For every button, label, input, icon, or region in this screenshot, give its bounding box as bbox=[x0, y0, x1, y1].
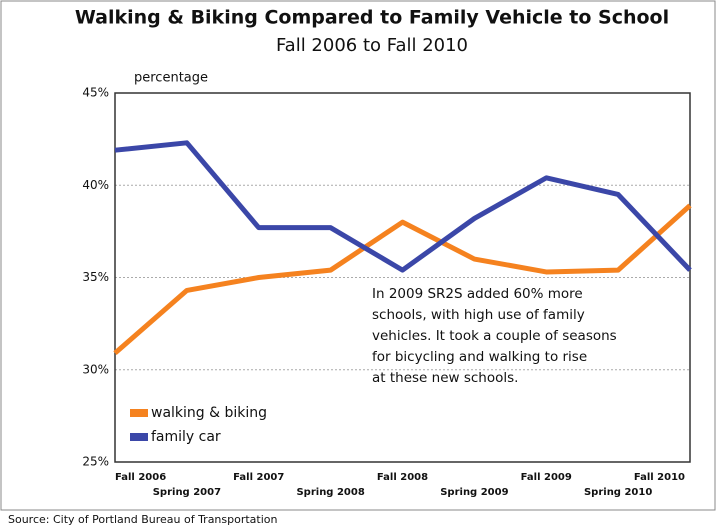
y-tick-label: 40% bbox=[82, 178, 109, 192]
annotation: schools, with high use of family bbox=[372, 307, 585, 323]
frame bbox=[0, 0, 716, 511]
x-tick-label: Fall 2007 bbox=[233, 472, 284, 483]
y-tick-label: 30% bbox=[82, 362, 109, 376]
legend-label: walking & biking bbox=[151, 405, 267, 421]
plot-area bbox=[114, 92, 691, 463]
annotation: vehicles. It took a couple of seasons bbox=[372, 328, 617, 344]
source: Source: City of Portland Bureau of Trans… bbox=[8, 513, 278, 526]
series-line bbox=[114, 140, 692, 273]
x-tick-label: Spring 2008 bbox=[296, 487, 364, 498]
y-tick-label: 45% bbox=[82, 86, 109, 100]
x-tick-label: Spring 2009 bbox=[440, 487, 508, 498]
legend-swatch bbox=[130, 409, 148, 417]
x-tick-label: Fall 2010 bbox=[634, 472, 685, 483]
chart-subtitle: Fall 2006 to Fall 2010 bbox=[276, 35, 468, 56]
y-tick-label: 35% bbox=[82, 270, 109, 284]
chart-title: Walking & Biking Compared to Family Vehi… bbox=[75, 7, 669, 29]
y-axis-label: percentage bbox=[134, 71, 208, 86]
legend-swatch bbox=[130, 433, 148, 441]
annotation: In 2009 SR2S added 60% more bbox=[372, 286, 583, 302]
x-tick-label: Spring 2010 bbox=[584, 487, 652, 498]
annotation: for bicycling and walking to rise bbox=[372, 349, 587, 365]
annotation: at these new schools. bbox=[372, 370, 518, 386]
x-tick-label: Fall 2006 bbox=[115, 472, 166, 483]
y-tick-label: 25% bbox=[82, 455, 109, 469]
x-tick-label: Fall 2008 bbox=[377, 472, 428, 483]
series-line bbox=[113, 203, 692, 356]
x-tick-label: Spring 2007 bbox=[153, 487, 221, 498]
legend-label: family car bbox=[151, 429, 221, 445]
x-tick-label: Fall 2009 bbox=[521, 472, 572, 483]
